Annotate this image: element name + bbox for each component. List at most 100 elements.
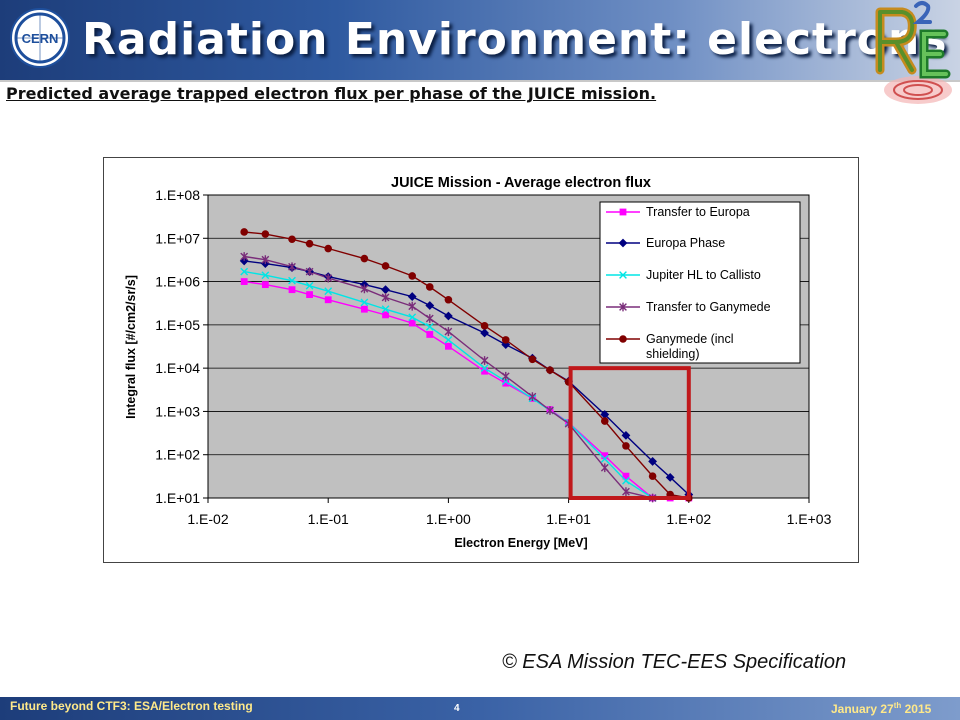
data-point xyxy=(444,327,453,336)
data-point xyxy=(480,322,489,330)
data-point xyxy=(601,452,609,460)
data-point xyxy=(501,336,510,344)
data-point xyxy=(600,463,609,473)
data-point xyxy=(600,410,610,419)
x-tick-label: 1.E-01 xyxy=(308,511,349,527)
data-point xyxy=(324,296,332,304)
data-point xyxy=(288,262,296,272)
data-point xyxy=(360,254,369,263)
y-tick-label: 1.E+01 xyxy=(155,490,200,506)
data-point xyxy=(382,311,389,319)
plot-border xyxy=(207,194,810,499)
legend: Transfer to Europa Europa Phase Jupiter HL… xyxy=(599,201,801,364)
y-tick-labels: 1.E+01 1.E+02 1.E+03 1.E+04 1.E+05 1.E+06 1.E+… xyxy=(155,187,200,506)
data-point xyxy=(305,239,314,248)
data-point xyxy=(444,335,453,344)
data-point xyxy=(240,228,248,236)
slide-footer xyxy=(0,697,960,720)
legend-label-line: Ganymede (incl xyxy=(646,332,734,346)
series-line xyxy=(244,270,653,499)
footer-title: Future beyond CTF3: ESA/Electron testing xyxy=(10,699,253,713)
footer-date-year: 2015 xyxy=(901,702,932,716)
data-point xyxy=(648,457,658,466)
x-tick-labels: 1.E-02 1.E-01 1.E+00 1.E+01 1.E+02 1.E+03 xyxy=(187,511,831,527)
page-number: 4 xyxy=(454,703,460,714)
data-point xyxy=(619,335,627,343)
data-point xyxy=(407,292,417,301)
y-tick-label: 1.E+03 xyxy=(155,403,200,419)
data-point xyxy=(622,442,630,450)
data-point xyxy=(619,208,627,216)
data-point xyxy=(408,313,417,322)
data-point xyxy=(502,379,510,387)
data-point xyxy=(621,430,631,440)
data-point xyxy=(425,314,434,323)
slide-title: Radiation Environment: electrons xyxy=(82,14,948,65)
copyright-note: © ESA Mission TEC-EES Specification xyxy=(502,651,847,673)
data-point xyxy=(600,455,609,463)
legend-label: Transfer to Europa xyxy=(646,205,750,219)
x-tick-label: 1.E+03 xyxy=(787,511,832,527)
legend-box xyxy=(599,201,801,364)
data-point xyxy=(261,255,270,265)
data-point xyxy=(240,267,249,276)
y-tick-label: 1.E+08 xyxy=(155,187,200,203)
data-point xyxy=(480,364,489,373)
data-point xyxy=(501,371,510,381)
slide-header xyxy=(0,0,960,80)
legend-label: Jupiter HL to Callisto xyxy=(646,268,761,282)
data-point xyxy=(240,252,249,261)
data-point xyxy=(480,328,489,338)
x-tick-label: 1.E+01 xyxy=(546,511,591,527)
data-point xyxy=(408,272,417,280)
data-point xyxy=(480,356,489,365)
legend-label: Transfer to Ganymede xyxy=(646,300,771,314)
y-tick-label: 1.E+07 xyxy=(155,230,200,246)
data-point xyxy=(261,230,270,238)
data-point xyxy=(619,271,627,279)
data-point xyxy=(261,281,269,289)
data-point xyxy=(648,472,657,480)
data-point xyxy=(240,278,248,285)
data-point xyxy=(622,487,630,497)
slide-subtitle: Predicted average trapped electron flux … xyxy=(6,84,657,103)
data-point xyxy=(408,301,417,311)
data-point xyxy=(381,305,390,314)
legend-label: Ganymede (incl shielding) xyxy=(646,332,734,361)
x-tick-label: 1.E+02 xyxy=(666,511,711,527)
data-point xyxy=(426,331,434,338)
data-point xyxy=(425,301,435,310)
x-axis-label: Electron Energy [MeV] xyxy=(454,536,587,550)
data-point xyxy=(288,235,296,244)
data-point xyxy=(528,392,537,402)
x-tick-label: 1.E+00 xyxy=(426,511,471,527)
data-point xyxy=(360,284,369,294)
legend-label-line: shielding) xyxy=(646,347,700,361)
data-point xyxy=(546,366,554,374)
legend-label: Europa Phase xyxy=(646,236,725,250)
cern-logo-text: CERN xyxy=(22,31,59,46)
axes xyxy=(203,194,810,503)
data-point xyxy=(324,244,332,253)
data-point xyxy=(408,319,416,327)
chart-title: JUICE Mission - Average electron flux xyxy=(391,175,651,191)
data-point xyxy=(360,305,368,313)
data-point xyxy=(425,322,434,331)
data-point xyxy=(444,311,453,321)
r2e-logo-icon xyxy=(875,1,952,104)
data-point xyxy=(622,472,630,480)
footer-date-suffix: th xyxy=(893,701,902,710)
data-point xyxy=(305,267,314,276)
y-tick-label: 1.E+04 xyxy=(155,360,200,376)
y-tick-label: 1.E+02 xyxy=(155,447,200,463)
y-tick-label: 1.E+05 xyxy=(155,317,200,333)
electron-flux-chart: JUICE Mission - Average electron flux 1.… xyxy=(124,175,832,550)
data-point xyxy=(305,281,314,290)
data-point xyxy=(619,302,627,312)
data-point xyxy=(381,285,390,295)
data-point xyxy=(425,283,434,291)
header-divider xyxy=(0,80,960,82)
data-point xyxy=(618,238,628,248)
data-point xyxy=(381,293,390,302)
cern-logo-icon: CERN xyxy=(10,8,70,68)
